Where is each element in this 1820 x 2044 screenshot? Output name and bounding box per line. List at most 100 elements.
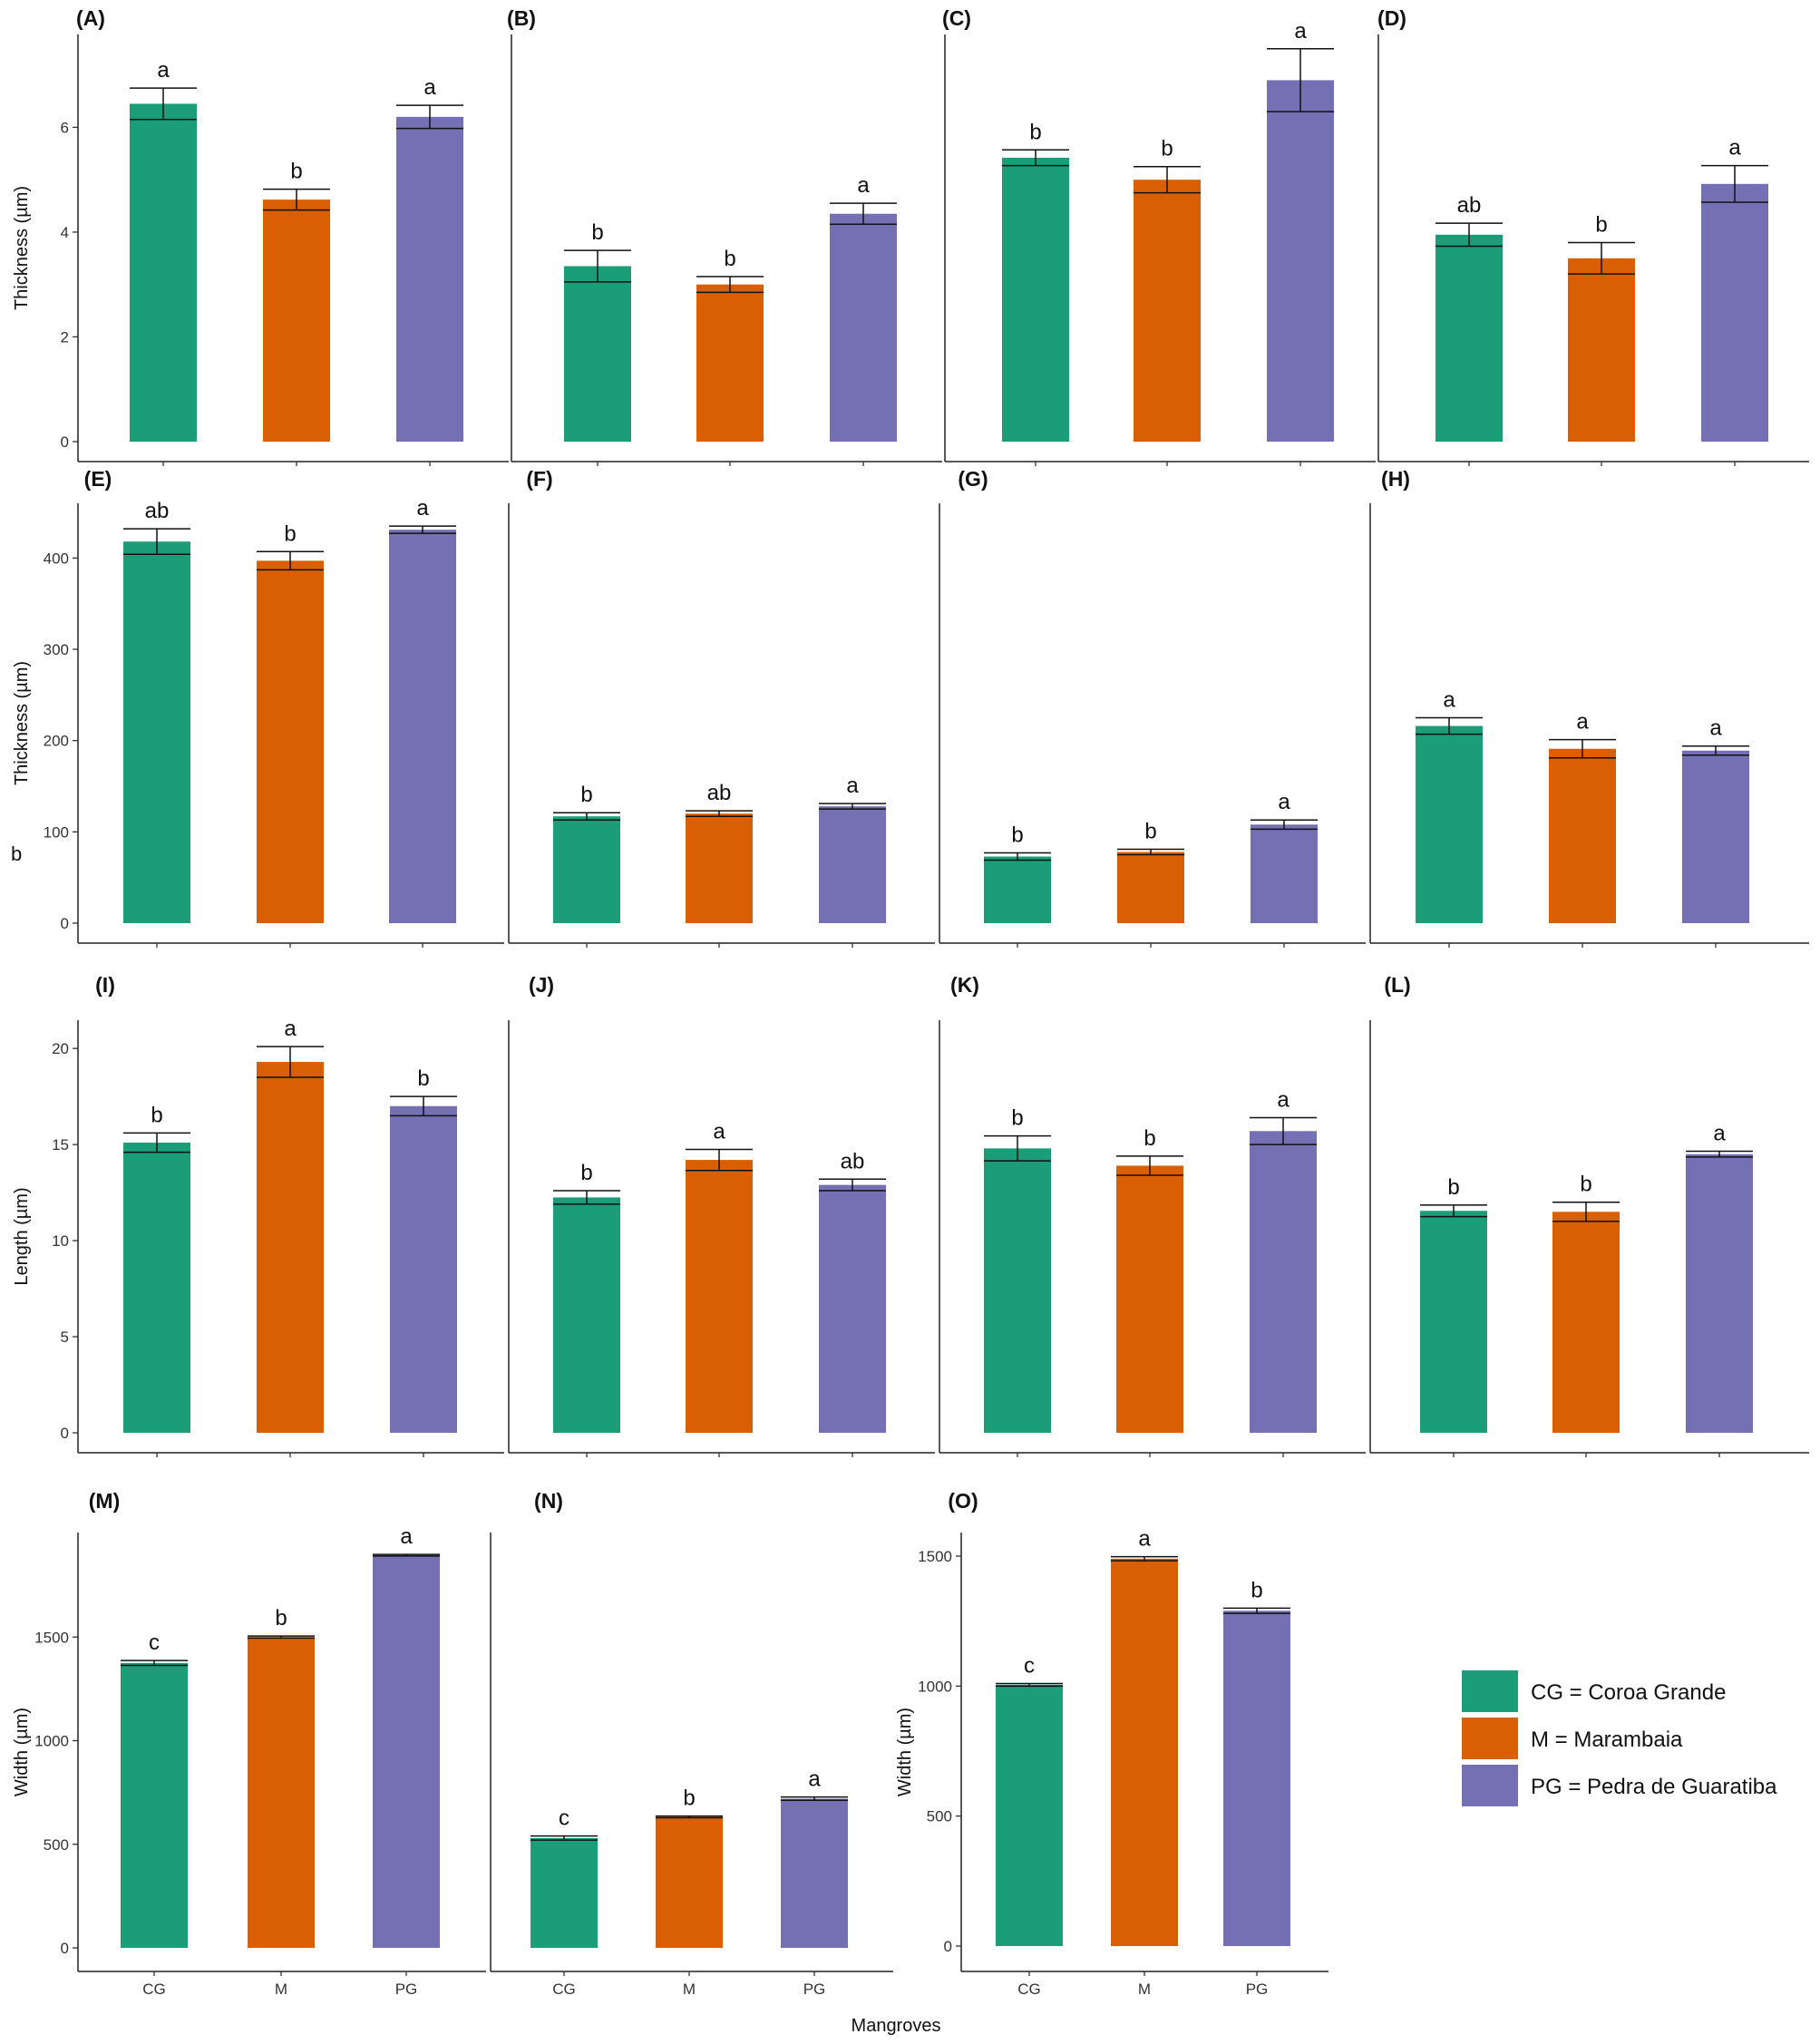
significance-letter: b [1595, 213, 1607, 238]
panel-label: (O) [948, 1489, 978, 1513]
error-bar [1111, 1555, 1178, 1562]
panel-label: (A) [76, 6, 105, 30]
significance-letter: ab [707, 781, 732, 805]
y-tick-label: 2 [61, 328, 69, 346]
x-tick-label: CG [1017, 1981, 1041, 1998]
bar-cg [123, 541, 190, 923]
significance-letter: b [1580, 1173, 1591, 1197]
bar-pg [1251, 824, 1318, 923]
panel-label: (E) [84, 467, 112, 491]
y-tick-label: 0 [61, 915, 69, 932]
panel-j: (J) b a ab [508, 973, 935, 1457]
significance-letter: a [1294, 19, 1307, 44]
significance-letter: b [1251, 1578, 1262, 1602]
bar-pg [1686, 1153, 1753, 1433]
y-axis-title: Thickness (µm) [12, 661, 32, 785]
panel-o: (O) 0 500 1000 1500 Width (µm) c CG a Mb PG [895, 1489, 1329, 1998]
panel-label: (L) [1384, 973, 1410, 997]
significance-letter: c [149, 1630, 160, 1655]
significance-letter: a [1443, 688, 1455, 713]
significance-letter: a [400, 1524, 413, 1549]
error-bar [123, 1132, 190, 1153]
significance-letter: a [1277, 1087, 1290, 1112]
bar-cg [984, 1148, 1051, 1433]
x-tick-label: PG [395, 1981, 418, 1998]
significance-letter: a [846, 774, 859, 798]
significance-letter: a [284, 1017, 297, 1041]
significance-letter: b [591, 220, 603, 245]
error-bar [130, 87, 197, 121]
significance-letter: a [808, 1767, 821, 1792]
error-bar [1223, 1607, 1290, 1614]
panel-label: (D) [1377, 6, 1406, 30]
bar-cg [553, 1197, 620, 1433]
panel-label: (J) [529, 973, 554, 997]
bar-cg [121, 1662, 188, 1948]
bar-pg [390, 1105, 457, 1433]
bar-cg [1002, 157, 1069, 442]
stray-letter: b [11, 842, 22, 865]
significance-letter: ab [841, 1149, 865, 1173]
y-tick-label: 0 [61, 1940, 69, 1957]
significance-letter: b [417, 1066, 429, 1091]
x-tick-label: M [1138, 1981, 1151, 1998]
significance-letter: b [290, 160, 302, 184]
y-tick-label: 0 [944, 1938, 952, 1955]
significance-letter: b [1029, 120, 1041, 144]
error-bar [1682, 745, 1749, 756]
panel-label: (G) [958, 467, 988, 491]
panel-c: (C) b b a [942, 6, 1376, 466]
bar-pg [819, 1184, 886, 1433]
bar-cg [553, 816, 620, 923]
panel-l: (L) b b a [1369, 973, 1809, 1457]
y-axis-title: Width (µm) [12, 1708, 32, 1796]
bar-cg [1416, 725, 1483, 923]
bar-cg [1436, 234, 1503, 442]
y-axis-title: Length (µm) [12, 1187, 32, 1285]
bar-m [257, 560, 324, 923]
y-tick-label: 1500 [918, 1548, 952, 1565]
y-tick-label: 0 [61, 1425, 69, 1442]
bar-pg [396, 116, 463, 443]
bar-m [1568, 258, 1635, 442]
error-bar [564, 249, 631, 283]
error-bar [819, 1178, 886, 1192]
error-bar [1686, 1150, 1753, 1158]
panel-g: (G) b b a [939, 467, 1366, 948]
x-tick-label: PG [803, 1981, 826, 1998]
significance-letter: b [1161, 137, 1173, 161]
panel-label: (F) [526, 467, 552, 491]
significance-letter: ab [145, 499, 170, 523]
error-bar [553, 1190, 620, 1205]
legend-label-m: M = Marambaia [1531, 1728, 1683, 1752]
error-bar [1267, 48, 1334, 112]
bar-m [1552, 1212, 1620, 1433]
bar-m [696, 284, 764, 442]
bar-m [248, 1637, 315, 1948]
significance-letter: a [1713, 1122, 1726, 1146]
error-bar [1568, 241, 1635, 275]
panel-label: (I) [95, 973, 115, 997]
error-bar [819, 803, 886, 810]
error-bar [1002, 149, 1069, 167]
error-bar [373, 1553, 440, 1557]
y-tick-label: 400 [44, 550, 69, 567]
error-bar [1117, 848, 1184, 856]
y-axis-title: Thickness (µm) [12, 186, 32, 310]
bar-pg [1267, 80, 1334, 443]
bar-m [686, 1160, 753, 1433]
y-tick-label: 1500 [34, 1629, 69, 1646]
bar-cg [123, 1143, 190, 1433]
legend-swatch-m [1462, 1718, 1518, 1759]
error-bar [390, 1095, 457, 1117]
error-bar [263, 188, 330, 211]
y-tick-label: 4 [61, 224, 69, 241]
error-bar [686, 810, 753, 817]
error-bar [1420, 1204, 1487, 1218]
significance-letter: b [1011, 822, 1023, 847]
significance-letter: b [284, 521, 296, 546]
panel-label: (C) [942, 6, 971, 30]
bar-pg [1682, 750, 1749, 923]
panel-label: (N) [534, 1489, 563, 1513]
panel-n: (N) c CG b Ma PG [490, 1489, 893, 1998]
